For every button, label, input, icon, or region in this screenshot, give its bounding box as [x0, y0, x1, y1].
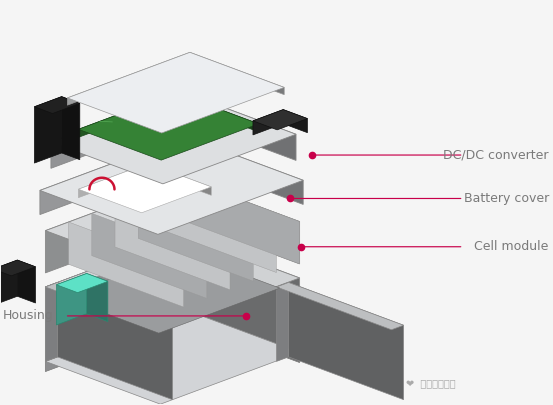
Polygon shape	[276, 282, 289, 361]
Polygon shape	[276, 282, 404, 330]
Polygon shape	[0, 260, 35, 276]
Polygon shape	[40, 136, 185, 215]
Polygon shape	[185, 309, 300, 362]
Polygon shape	[185, 179, 300, 264]
Polygon shape	[56, 273, 108, 293]
Polygon shape	[79, 163, 148, 198]
Polygon shape	[34, 97, 61, 163]
Text: ❤  汽车电子设计: ❤ 汽车电子设计	[406, 378, 456, 388]
Polygon shape	[253, 110, 307, 130]
Polygon shape	[0, 260, 17, 305]
Polygon shape	[56, 273, 87, 325]
Polygon shape	[253, 110, 283, 135]
Text: Cell module: Cell module	[474, 240, 549, 253]
Polygon shape	[185, 235, 300, 362]
Text: Housing: Housing	[3, 309, 53, 322]
Polygon shape	[45, 179, 185, 273]
Polygon shape	[45, 235, 185, 371]
Polygon shape	[58, 282, 173, 400]
Polygon shape	[34, 97, 80, 113]
Polygon shape	[45, 282, 58, 361]
Polygon shape	[67, 52, 190, 105]
Polygon shape	[79, 163, 211, 213]
Polygon shape	[45, 309, 185, 371]
Polygon shape	[161, 188, 276, 273]
Polygon shape	[190, 52, 284, 95]
Polygon shape	[45, 235, 197, 292]
Polygon shape	[148, 163, 211, 195]
Polygon shape	[138, 196, 253, 281]
Polygon shape	[40, 136, 303, 234]
Polygon shape	[69, 222, 184, 307]
Polygon shape	[184, 93, 296, 160]
Polygon shape	[45, 235, 185, 361]
Polygon shape	[51, 93, 184, 168]
Polygon shape	[79, 93, 176, 137]
Polygon shape	[115, 205, 230, 290]
Text: Battery cover: Battery cover	[463, 192, 549, 205]
Polygon shape	[67, 52, 284, 133]
Polygon shape	[17, 260, 35, 303]
Polygon shape	[289, 282, 404, 400]
Polygon shape	[61, 97, 80, 160]
Text: DC/DC converter: DC/DC converter	[444, 149, 549, 162]
Polygon shape	[185, 179, 300, 264]
Polygon shape	[283, 110, 307, 133]
Polygon shape	[185, 136, 303, 205]
Polygon shape	[176, 93, 259, 132]
Polygon shape	[45, 179, 300, 273]
Polygon shape	[51, 93, 296, 184]
Polygon shape	[92, 213, 207, 298]
Polygon shape	[185, 235, 197, 314]
Polygon shape	[45, 235, 300, 330]
Polygon shape	[79, 93, 259, 160]
Polygon shape	[62, 252, 280, 333]
Polygon shape	[87, 273, 108, 322]
Polygon shape	[45, 309, 300, 404]
Polygon shape	[45, 282, 173, 330]
